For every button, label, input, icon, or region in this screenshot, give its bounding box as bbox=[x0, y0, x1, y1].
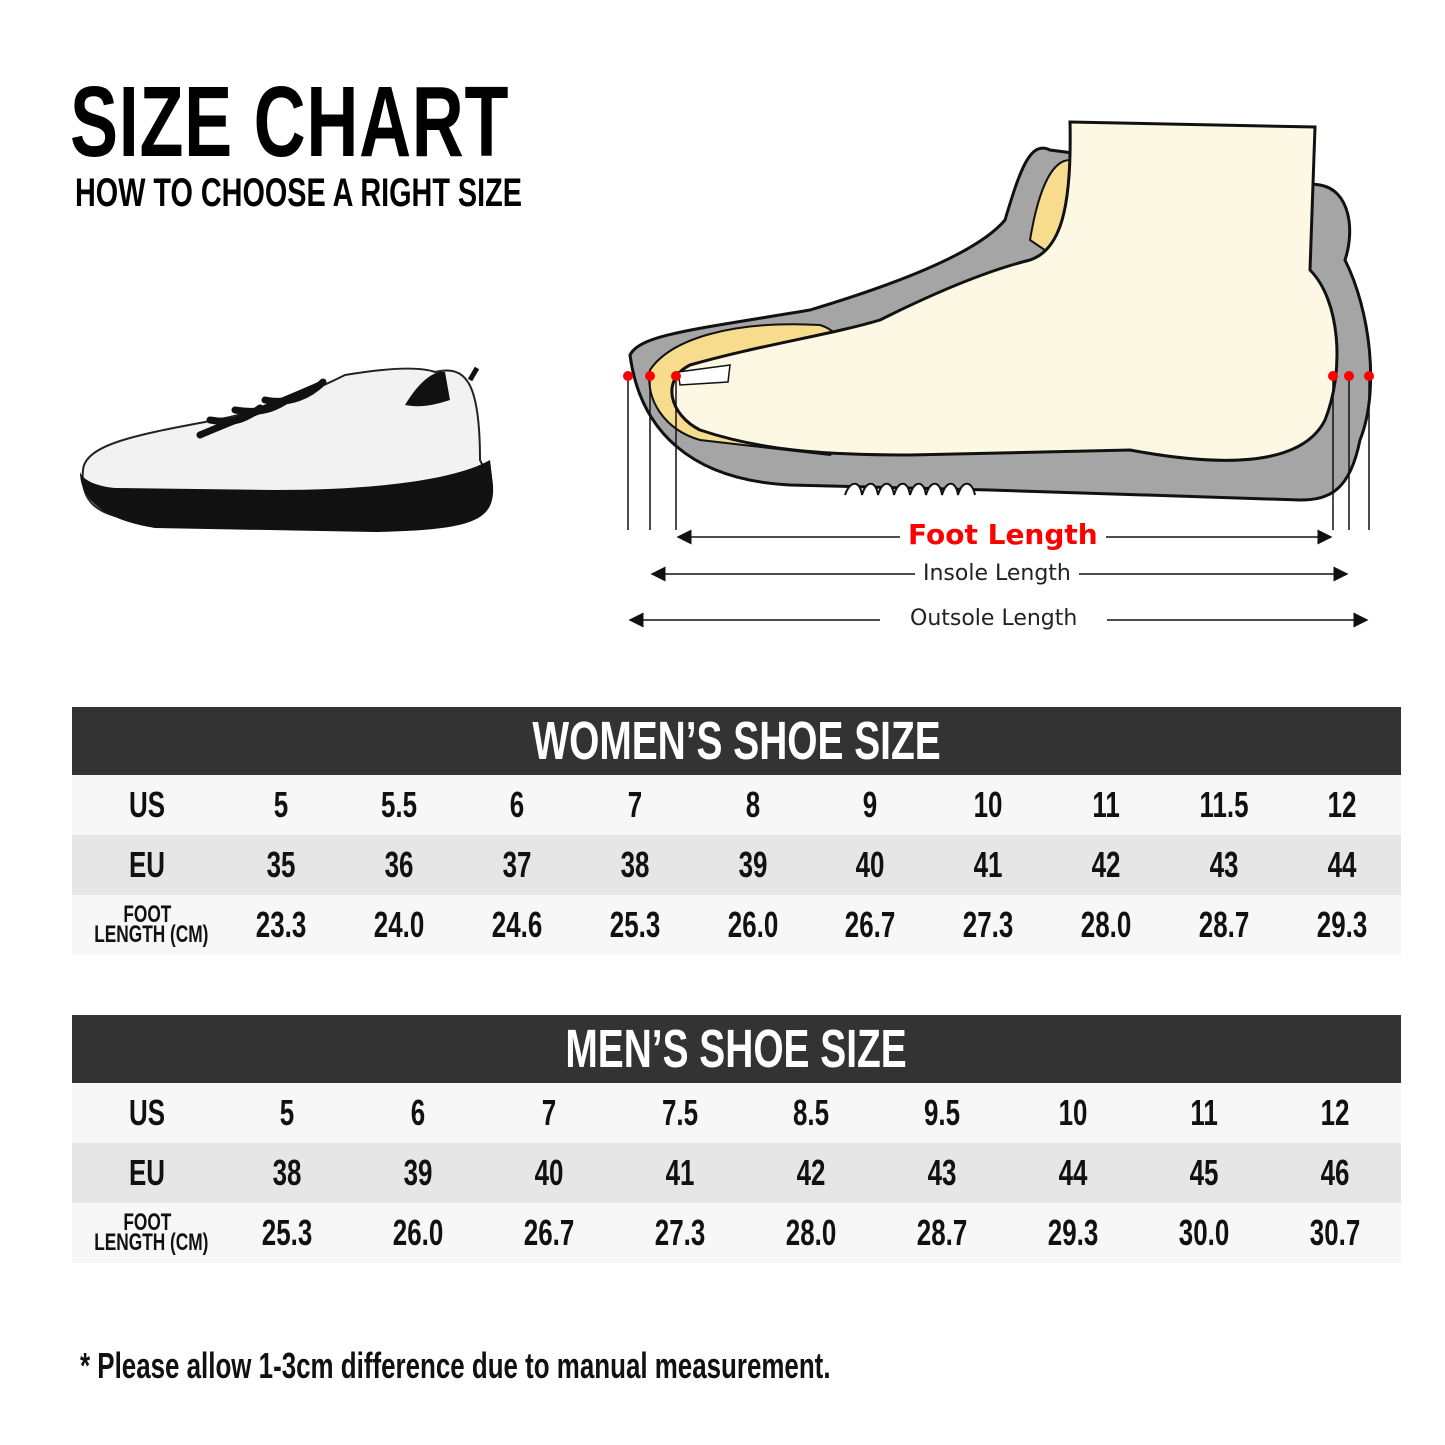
table-cell: 41 bbox=[666, 1152, 695, 1193]
table-cell: 29.3 bbox=[1316, 904, 1368, 945]
table-cell: 9 bbox=[863, 784, 878, 825]
table-cell: 38 bbox=[273, 1152, 302, 1193]
table-cell: 40 bbox=[856, 844, 885, 885]
table-title: WOMEN’S SHOE SIZE bbox=[72, 707, 1401, 775]
table-cell: 24.0 bbox=[373, 904, 425, 945]
insole-length-label: Insole Length bbox=[915, 561, 1079, 586]
table-cell: 42 bbox=[797, 1152, 826, 1193]
table-cell: 26.0 bbox=[727, 904, 778, 945]
table-cell: 12 bbox=[1327, 784, 1357, 825]
table-cell: 40 bbox=[535, 1152, 564, 1193]
table-cell: 5 bbox=[273, 784, 289, 825]
table-cell: 7 bbox=[627, 784, 642, 825]
table-cell: 5.5 bbox=[380, 784, 417, 825]
row-label: US bbox=[128, 1092, 165, 1133]
table-cell: 38 bbox=[620, 844, 650, 885]
page-title: SIZE CHART bbox=[70, 66, 510, 178]
table-cell: 11.5 bbox=[1199, 784, 1249, 825]
table-cell: 6 bbox=[411, 1092, 426, 1133]
table-cell: 42 bbox=[1091, 844, 1121, 885]
table-cell: 27.3 bbox=[963, 904, 1014, 945]
table-cell: 7.5 bbox=[662, 1092, 699, 1133]
table-cell: 45 bbox=[1190, 1152, 1219, 1193]
table-cell: 26.0 bbox=[393, 1212, 444, 1253]
row-label: US bbox=[128, 784, 165, 825]
table-cell: 9.5 bbox=[924, 1092, 961, 1133]
table-cell: 7 bbox=[542, 1092, 557, 1133]
table-cell: 28.0 bbox=[786, 1212, 837, 1253]
table-row: EU 35 36 37 38 39 40 41 42 43 44 bbox=[72, 835, 1401, 895]
table-cell: 43 bbox=[928, 1152, 957, 1193]
table-cell: 36 bbox=[384, 844, 414, 885]
table-cell: 6 bbox=[509, 784, 524, 825]
table-cell: 46 bbox=[1321, 1152, 1350, 1193]
table-row: US 5 6 7 7.5 8.5 9.5 10 11 12 bbox=[72, 1083, 1401, 1143]
table-cell: 25.3 bbox=[609, 904, 660, 945]
table-row: EU 38 39 40 41 42 43 44 45 46 bbox=[72, 1143, 1401, 1203]
table-cell: 24.6 bbox=[491, 904, 542, 945]
table-row: FOOT LENGTH (CM) 25.3 26.0 26.7 27.3 28.0 28.7 2… bbox=[72, 1203, 1401, 1263]
table-cell: 37 bbox=[502, 844, 532, 885]
table-row: FOOT LENGTH (CM) 23.3 24.0 24.6 25.3 26.0 26.7 2… bbox=[72, 895, 1401, 955]
table-cell: 28.7 bbox=[917, 1212, 968, 1253]
table-cell: 8 bbox=[745, 784, 760, 825]
table-cell: 5 bbox=[280, 1092, 295, 1133]
table-cell: 27.3 bbox=[655, 1212, 706, 1253]
mens-size-table: MEN’S SHOE SIZE US 5 6 7 7.5 8.5 9.5 10 11 12 EU 38 3… bbox=[72, 1015, 1401, 1263]
table-cell: 44 bbox=[1059, 1152, 1088, 1193]
table-cell: 23.3 bbox=[255, 904, 307, 945]
table-cell: 26.7 bbox=[524, 1212, 575, 1253]
table-cell: 29.3 bbox=[1048, 1212, 1099, 1253]
row-label: FOOT LENGTH (CM) bbox=[94, 901, 209, 948]
womens-size-table: WOMEN’S SHOE SIZE US 5 5.5 6 7 8 9 10 11 11.5 12 EU 3… bbox=[72, 707, 1401, 955]
foot-measurement-diagram bbox=[623, 120, 1374, 530]
table-cell: 30.7 bbox=[1310, 1212, 1361, 1253]
table-cell: 10 bbox=[973, 784, 1003, 825]
table-title: MEN’S SHOE SIZE bbox=[72, 1015, 1401, 1083]
sneaker-image bbox=[80, 366, 494, 532]
table-cell: 35 bbox=[266, 844, 296, 885]
row-label: EU bbox=[128, 1152, 165, 1193]
table-cell: 28.0 bbox=[1081, 904, 1132, 945]
page-subtitle: HOW TO CHOOSE A RIGHT SIZE bbox=[75, 171, 522, 215]
row-label: EU bbox=[128, 844, 165, 885]
table-cell: 28.7 bbox=[1198, 904, 1250, 945]
table-cell: 10 bbox=[1059, 1092, 1088, 1133]
table-cell: 26.7 bbox=[845, 904, 896, 945]
table-cell: 30.0 bbox=[1179, 1212, 1230, 1253]
table-cell: 25.3 bbox=[262, 1212, 313, 1253]
table-cell: 41 bbox=[973, 844, 1003, 885]
table-row: US 5 5.5 6 7 8 9 10 11 11.5 12 bbox=[72, 775, 1401, 835]
row-label: FOOT LENGTH (CM) bbox=[94, 1209, 209, 1256]
outsole-length-label: Outsole Length bbox=[880, 606, 1108, 631]
table-cell: 39 bbox=[738, 844, 767, 885]
table-cell: 11 bbox=[1092, 784, 1120, 825]
table-cell: 8.5 bbox=[793, 1092, 830, 1133]
table-cell: 11 bbox=[1190, 1092, 1219, 1133]
measurement-note: * Please allow 1-3cm difference due to m… bbox=[80, 1345, 831, 1386]
table-cell: 39 bbox=[404, 1152, 433, 1193]
table-cell: 43 bbox=[1209, 844, 1239, 885]
table-cell: 44 bbox=[1327, 844, 1357, 885]
table-cell: 12 bbox=[1321, 1092, 1350, 1133]
foot-length-label: Foot Length bbox=[900, 518, 1106, 551]
